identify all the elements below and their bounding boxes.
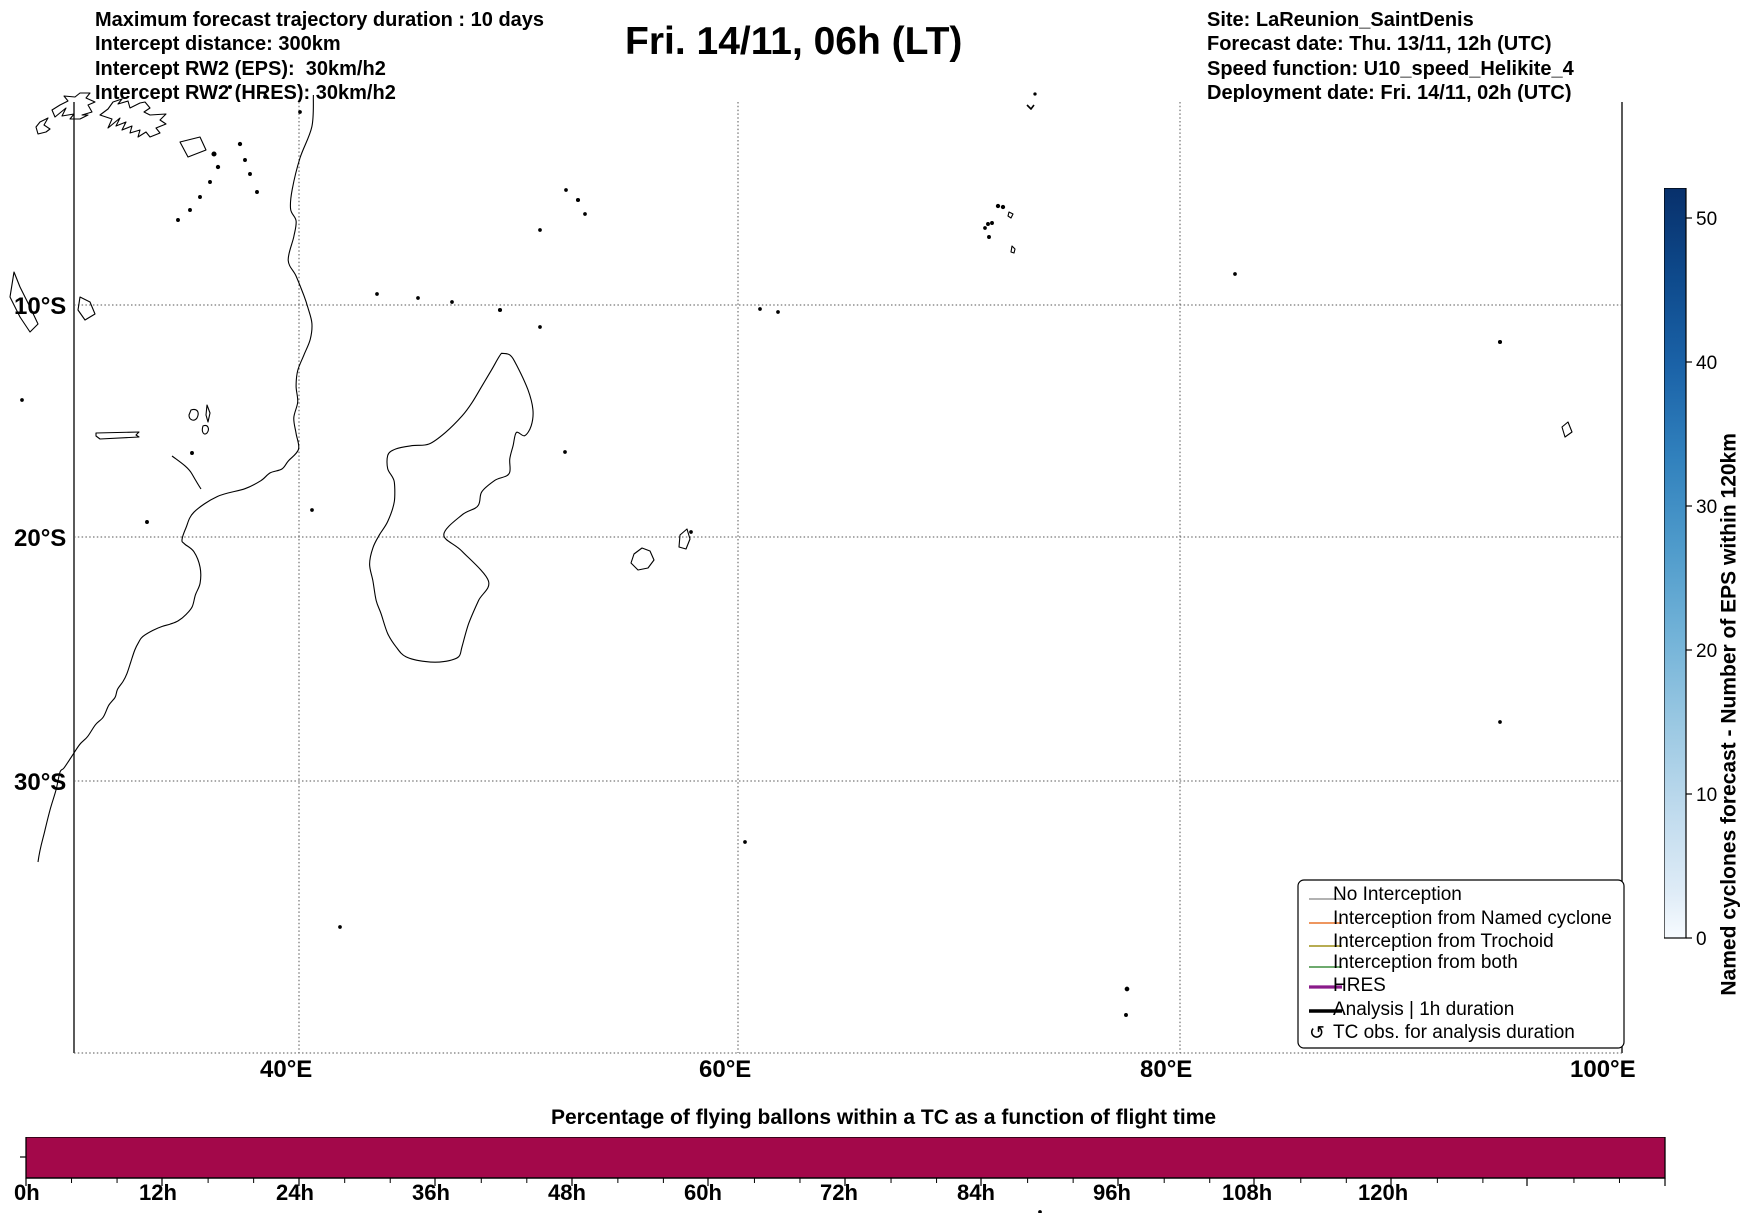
svg-text:↺: ↺: [1309, 1023, 1325, 1044]
